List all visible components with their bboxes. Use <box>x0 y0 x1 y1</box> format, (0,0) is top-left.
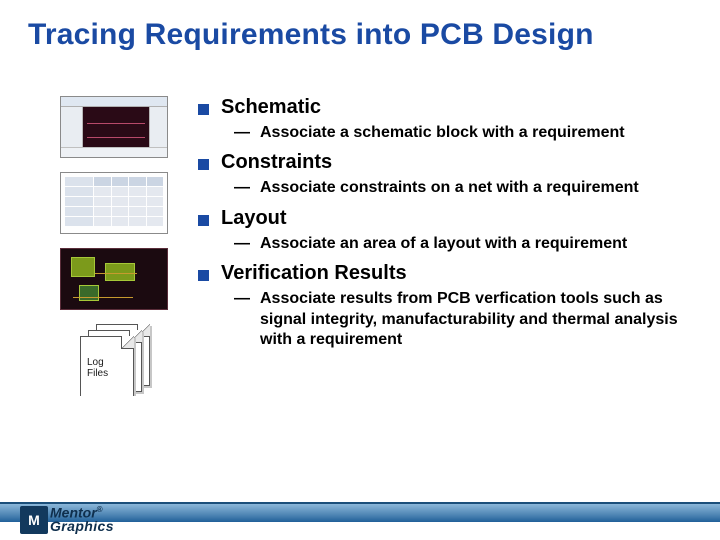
thumb-constraints <box>60 172 168 234</box>
logo-badge-icon: M <box>20 506 48 534</box>
thumb-layout <box>60 248 168 310</box>
logo-text-line2: Graphics <box>50 520 114 533</box>
thumb-schematic <box>60 96 168 158</box>
bullet-item-layout: Layout — Associate an area of a layout w… <box>198 207 696 254</box>
dash-bullet-icon: — <box>234 123 250 143</box>
mentor-graphics-logo: M Mentor® Graphics <box>20 506 114 534</box>
square-bullet-icon <box>198 215 209 226</box>
bullet-list: Schematic — Associate a schematic block … <box>198 96 696 396</box>
slide-title: Tracing Requirements into PCB Design <box>28 18 594 52</box>
slide: { "title": { "text": "Tracing Requiremen… <box>0 0 720 540</box>
bullet-subtext: Associate results from PCB verfication t… <box>260 289 696 350</box>
bullet-subtext: Associate an area of a layout with a req… <box>260 234 627 254</box>
square-bullet-icon <box>198 159 209 170</box>
dash-bullet-icon: — <box>234 178 250 198</box>
bullet-item-schematic: Schematic — Associate a schematic block … <box>198 96 696 143</box>
dash-bullet-icon: — <box>234 234 250 254</box>
bullet-heading: Schematic <box>221 96 321 119</box>
bullet-subtext: Associate a schematic block with a requi… <box>260 123 625 143</box>
square-bullet-icon <box>198 104 209 115</box>
bullet-subtext: Associate constraints on a net with a re… <box>260 178 639 198</box>
thumb-log-files: LogFiles <box>70 324 170 396</box>
content-area: LogFiles Schematic — Associate a schemat… <box>60 96 696 396</box>
footer: M Mentor® Graphics <box>0 482 720 540</box>
bullet-heading: Verification Results <box>221 262 407 285</box>
log-files-label: LogFiles <box>87 357 108 379</box>
thumbnail-column: LogFiles <box>60 96 180 396</box>
square-bullet-icon <box>198 270 209 281</box>
bullet-heading: Constraints <box>221 151 332 174</box>
bullet-item-verification: Verification Results — Associate results… <box>198 262 696 350</box>
bullet-item-constraints: Constraints — Associate constraints on a… <box>198 151 696 198</box>
dash-bullet-icon: — <box>234 289 250 350</box>
bullet-heading: Layout <box>221 207 287 230</box>
